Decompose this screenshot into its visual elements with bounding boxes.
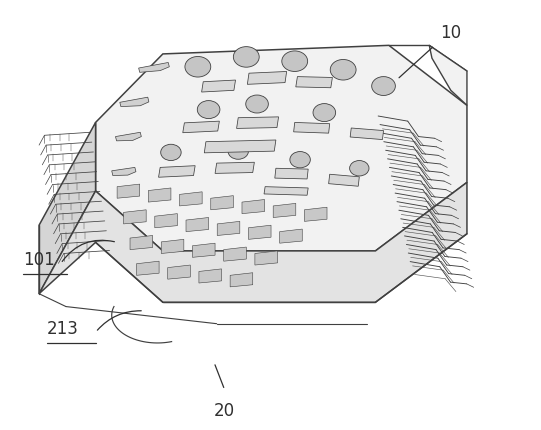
Polygon shape (429, 46, 467, 106)
Polygon shape (168, 265, 190, 280)
Circle shape (233, 48, 259, 68)
Polygon shape (204, 141, 276, 154)
Polygon shape (115, 133, 141, 141)
Polygon shape (138, 63, 169, 73)
Circle shape (282, 52, 308, 72)
Text: 20: 20 (214, 401, 235, 419)
Circle shape (161, 145, 181, 161)
Circle shape (185, 57, 211, 78)
Circle shape (197, 101, 220, 119)
Polygon shape (296, 77, 332, 89)
Polygon shape (183, 122, 219, 133)
Polygon shape (215, 163, 254, 174)
Polygon shape (328, 175, 359, 187)
Polygon shape (130, 236, 153, 250)
Polygon shape (123, 210, 146, 224)
Polygon shape (305, 208, 327, 222)
Polygon shape (280, 230, 302, 244)
Circle shape (290, 152, 311, 169)
Polygon shape (39, 123, 96, 294)
Polygon shape (217, 222, 240, 236)
Polygon shape (112, 168, 136, 176)
Text: 213: 213 (47, 319, 79, 337)
Polygon shape (242, 200, 265, 214)
Text: 101: 101 (23, 250, 55, 268)
Circle shape (246, 96, 268, 114)
Circle shape (313, 104, 335, 122)
Polygon shape (117, 184, 140, 199)
Polygon shape (96, 46, 467, 251)
Polygon shape (120, 98, 149, 108)
Text: 10: 10 (440, 24, 461, 42)
Polygon shape (255, 251, 278, 265)
Polygon shape (248, 226, 271, 240)
Polygon shape (180, 192, 202, 206)
Polygon shape (211, 196, 233, 210)
Polygon shape (236, 117, 279, 129)
Polygon shape (294, 123, 329, 134)
Polygon shape (264, 187, 308, 196)
Polygon shape (223, 248, 246, 261)
Polygon shape (148, 188, 171, 203)
Circle shape (330, 60, 356, 81)
Polygon shape (39, 183, 467, 303)
Polygon shape (273, 204, 296, 218)
Polygon shape (350, 129, 384, 140)
Polygon shape (186, 218, 209, 232)
Polygon shape (193, 244, 215, 258)
Circle shape (228, 144, 248, 160)
Polygon shape (159, 166, 195, 178)
Polygon shape (155, 214, 177, 228)
Polygon shape (247, 72, 287, 85)
Polygon shape (275, 169, 308, 180)
Polygon shape (199, 269, 221, 283)
Polygon shape (161, 240, 184, 254)
Polygon shape (202, 81, 235, 93)
Polygon shape (230, 273, 253, 287)
Circle shape (372, 77, 395, 96)
Circle shape (349, 161, 369, 177)
Polygon shape (136, 261, 159, 276)
